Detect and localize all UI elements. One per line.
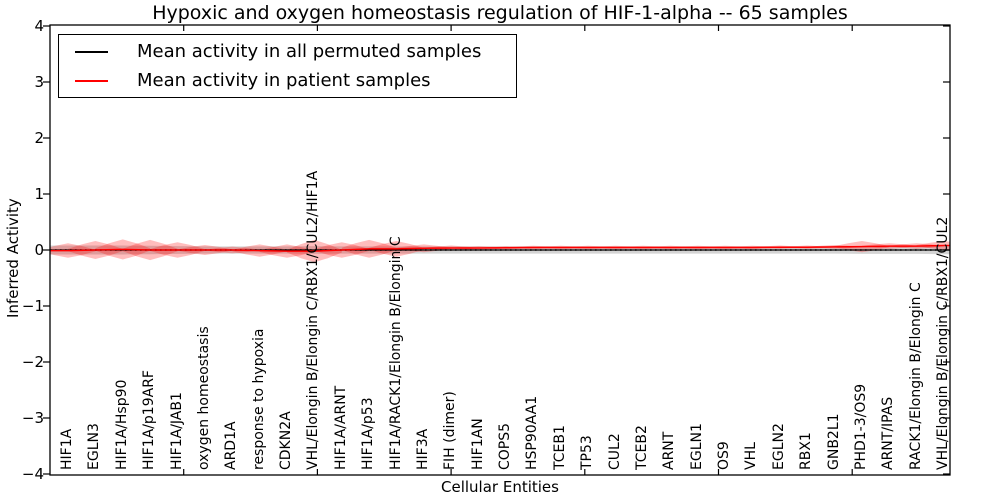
y-tick-label: −1	[21, 297, 44, 315]
plot-content	[50, 239, 950, 263]
x-category-label: HIF1A/RACK1/Elongin B/Elongin C	[387, 236, 404, 470]
x-category-label: RACK1/Elongin B/Elongin C	[907, 282, 924, 470]
legend: Mean activity in all permuted samples Me…	[58, 34, 517, 98]
x-category-label: VHL/Elongin B/Elongin C/RBX1/CUL2	[935, 216, 951, 470]
x-category-label: CUL2	[606, 433, 623, 470]
x-category-label: ARNT	[661, 431, 678, 470]
x-category-label: HIF3A	[414, 428, 431, 470]
x-category-label: GNB2L1	[825, 413, 842, 470]
axis-ticks	[43, 25, 950, 475]
x-category-label: HIF1A/ARNT	[332, 385, 349, 470]
legend-item-patient: Mean activity in patient samples	[75, 68, 516, 94]
x-category-label: FIH (dimer)	[442, 391, 459, 470]
y-tick-label: 0	[34, 241, 44, 259]
y-tick-label: −2	[21, 353, 44, 371]
x-category-label: oxygen homeostasis	[195, 326, 212, 470]
x-category-label: HIF1A/p19ARF	[141, 370, 158, 470]
x-category-label: VHL/Elongin B/Elongin C/RBX1/CUL2/HIF1A	[305, 170, 322, 470]
x-category-label: TCEB1	[551, 425, 568, 470]
x-category-label: EGLN3	[86, 423, 103, 470]
x-category-label: HIF1A/p53	[360, 397, 377, 470]
x-category-label: RBX1	[798, 432, 815, 470]
x-category-label: ARNT/IPAS	[880, 396, 897, 470]
x-category-label: VHL	[743, 442, 760, 470]
x-category-label: EGLN1	[688, 423, 705, 470]
legend-item-permuted: Mean activity in all permuted samples	[75, 39, 516, 65]
y-tick-label: −4	[21, 465, 44, 483]
y-tick-label: 4	[34, 17, 44, 35]
x-category-label: HSP90AA1	[524, 395, 541, 470]
x-category-label: TCEB2	[633, 425, 650, 470]
x-category-label: ARD1A	[223, 421, 240, 470]
x-category-label: EGLN2	[770, 423, 787, 470]
permuted-line-swatch	[75, 50, 108, 53]
x-category-label: HIF1A/Hsp90	[113, 379, 130, 470]
legend-label-patient: Mean activity in patient samples	[137, 70, 431, 91]
x-category-label: HIF1A/JAB1	[168, 392, 185, 470]
patient-mean-line	[50, 244, 950, 252]
legend-label-permuted: Mean activity in all permuted samples	[137, 41, 482, 62]
y-tick-label: 2	[34, 129, 44, 147]
patient-line-swatch	[75, 79, 108, 82]
x-category-label: HIF1AN	[469, 418, 486, 470]
x-axis-label: Cellular Entities	[441, 478, 559, 496]
x-category-label: COPS5	[497, 422, 513, 470]
x-category-label: OS9	[716, 441, 732, 470]
y-tick-label: 1	[34, 185, 44, 203]
chart-title: Hypoxic and oxygen homeostasis regulatio…	[152, 2, 848, 24]
x-category-label: TP53	[579, 435, 596, 470]
x-category-label: response to hypoxia	[250, 328, 267, 470]
x-category-label: CDKN2A	[278, 411, 294, 470]
y-tick-label: −3	[21, 409, 44, 427]
x-category-label: PHD1-3/OS9	[852, 383, 869, 470]
x-category-label: HIF1A	[59, 428, 75, 470]
y-tick-label: 3	[34, 73, 44, 91]
